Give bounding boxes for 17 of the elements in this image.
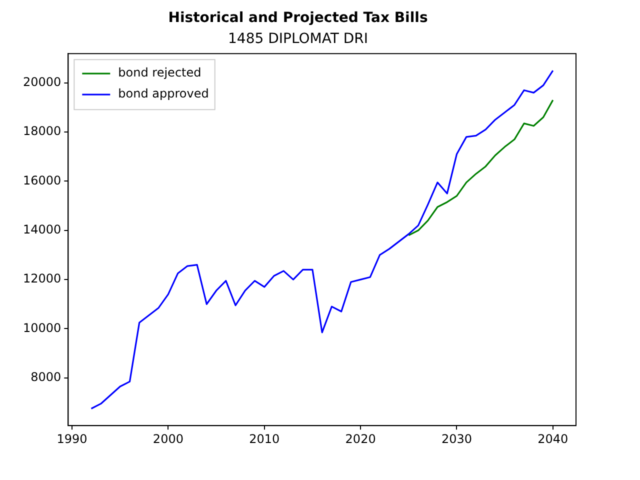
y-tick-label: 10000 <box>22 320 62 335</box>
y-tick-label: 18000 <box>22 124 62 138</box>
x-tick-label: 2040 <box>538 432 568 446</box>
chart-title: Historical and Projected Tax Bills <box>168 10 428 26</box>
x-tick-label: 2010 <box>249 432 280 446</box>
y-tick-label: 14000 <box>22 222 62 237</box>
x-tick-label: 2000 <box>152 432 184 446</box>
y-tick-label: 12000 <box>22 272 62 286</box>
x-tick-label: 2020 <box>345 432 376 446</box>
y-tick-label: 8000 <box>30 370 62 384</box>
legend-label: bond approved <box>118 86 209 101</box>
y-tick-label: 20000 <box>22 74 62 89</box>
x-tick-label: 1990 <box>56 432 88 446</box>
x-tick-label: 2030 <box>441 432 472 446</box>
legend-label: bond rejected <box>118 66 202 80</box>
chart-subtitle: 1485 DIPLOMAT DRI <box>228 30 368 47</box>
y-tick-label: 16000 <box>22 173 62 188</box>
